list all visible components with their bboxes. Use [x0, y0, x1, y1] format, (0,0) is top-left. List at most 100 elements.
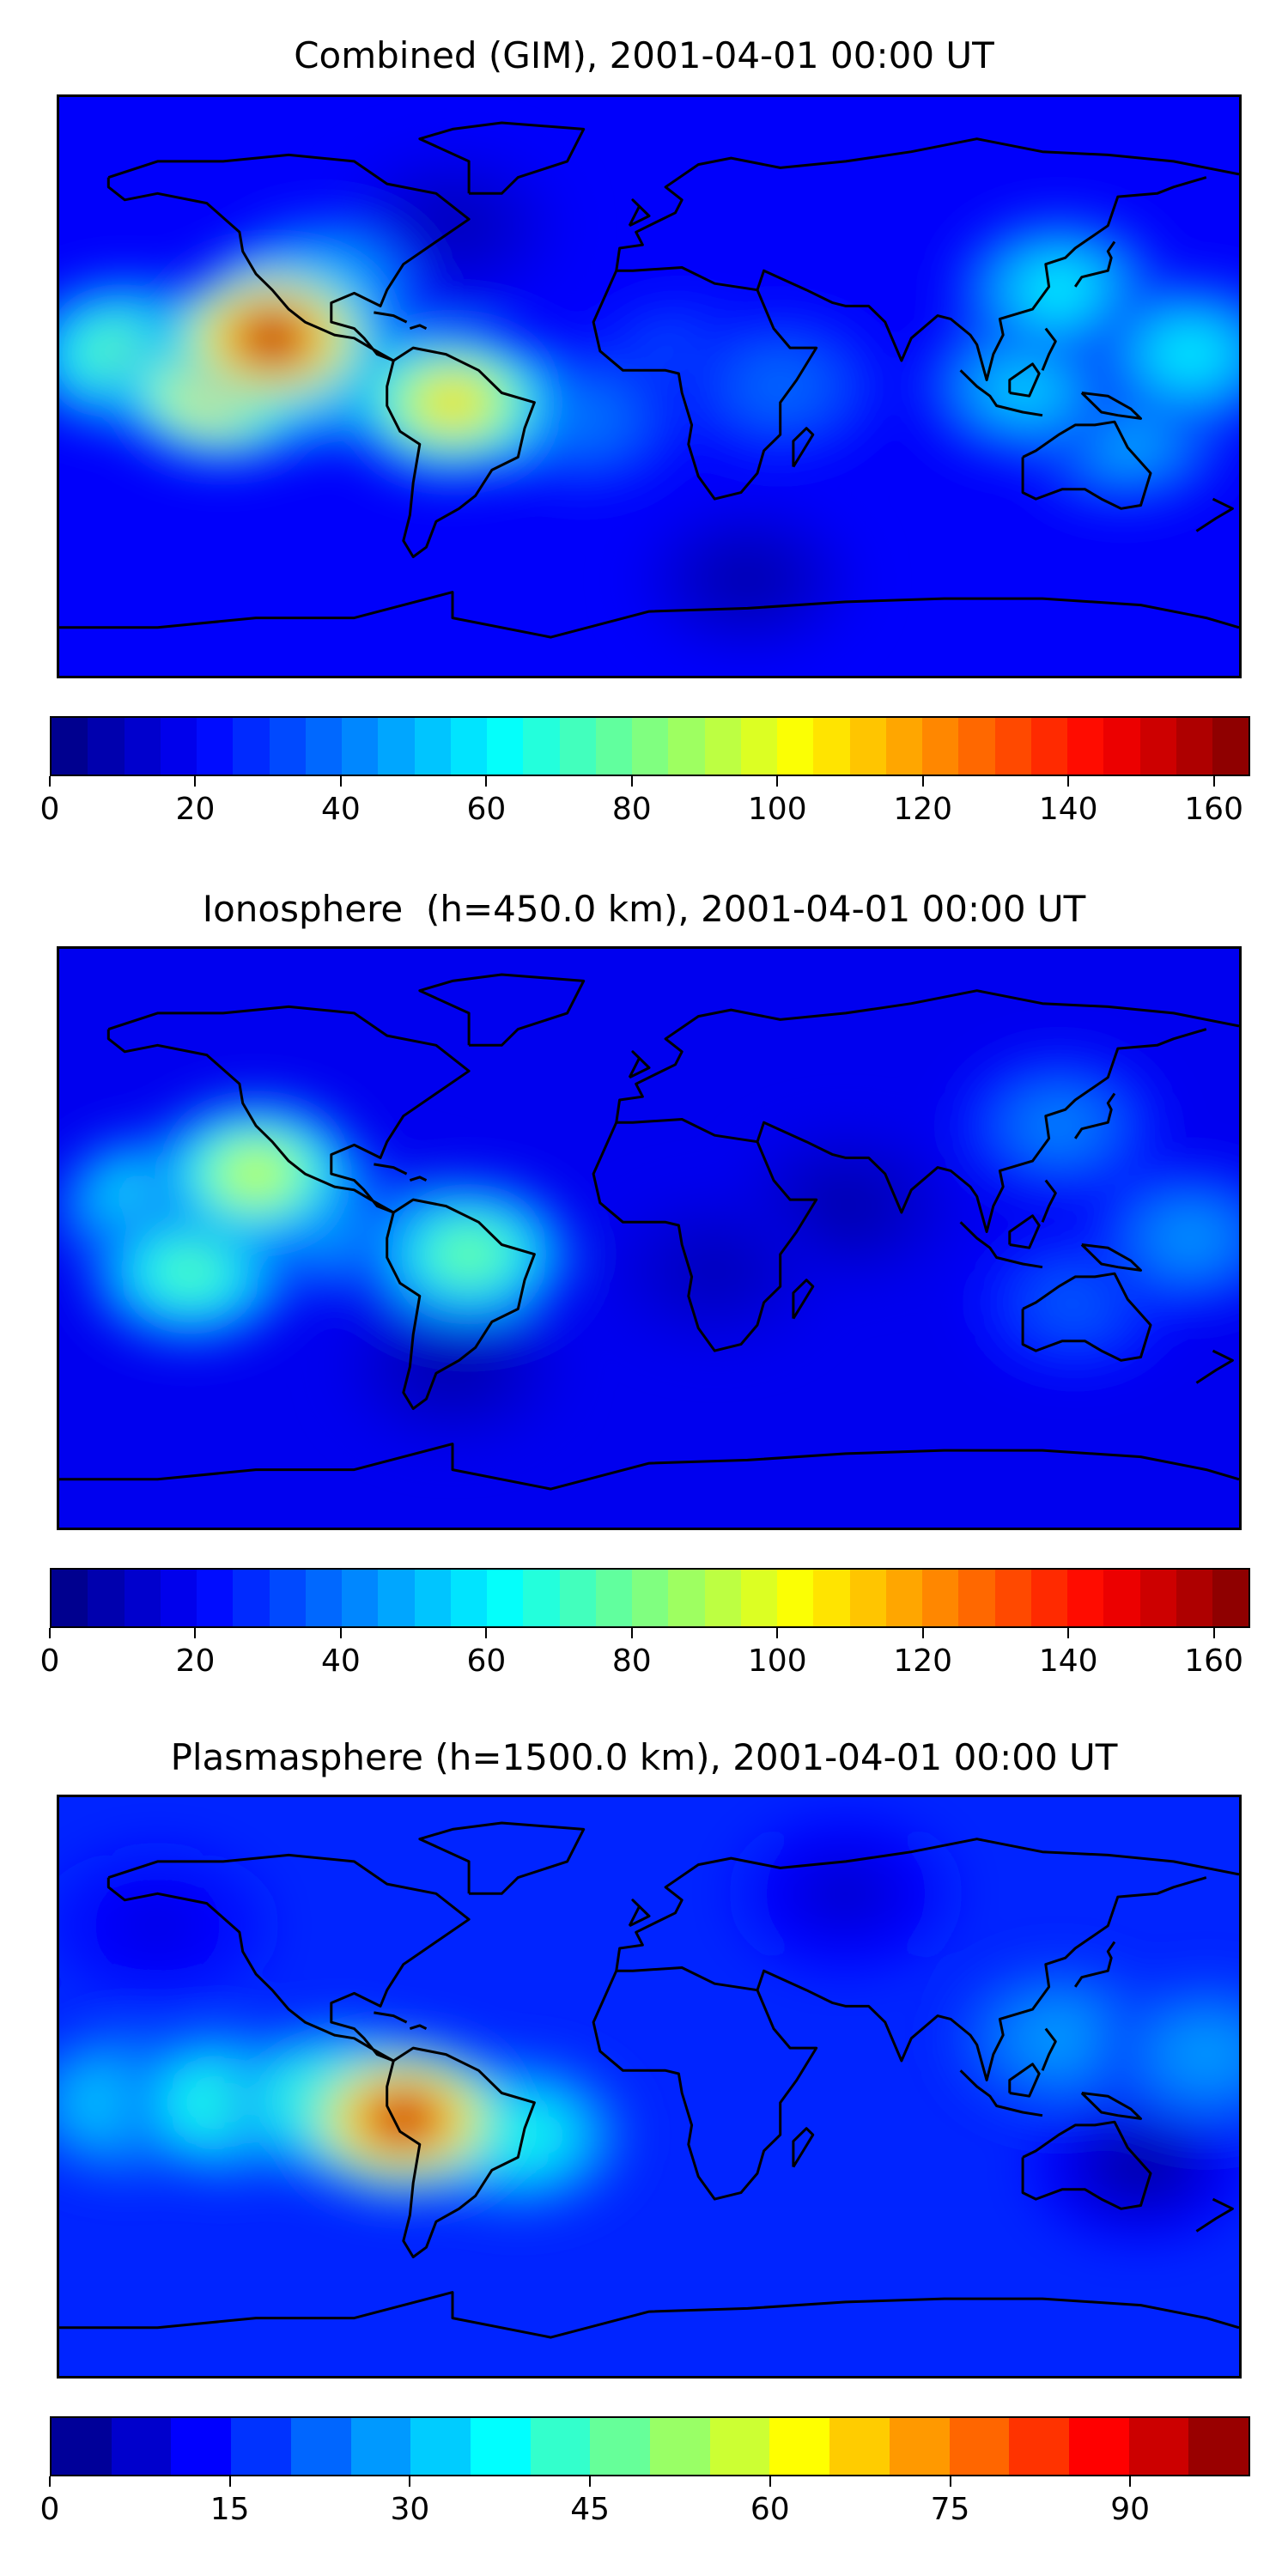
- colorbar-segment: [668, 718, 705, 775]
- colorbar-tick: [630, 1628, 633, 1638]
- heatmap-feature: [993, 363, 1059, 410]
- coastline: [792, 2127, 815, 2168]
- colorbar: [50, 1568, 1250, 1628]
- colorbar-segment: [450, 1570, 487, 1626]
- colorbar-segment: [197, 718, 234, 775]
- colorbar-segment: [704, 1570, 741, 1626]
- coastline: [756, 1876, 1207, 2081]
- colorbar-segment: [668, 1570, 705, 1626]
- colorbar-tick-label: 80: [611, 1643, 652, 1679]
- colorbar-segment: [813, 718, 850, 775]
- coastline: [792, 427, 815, 468]
- colorbar-tick: [228, 2476, 231, 2487]
- colorbar-segment: [777, 718, 814, 775]
- coastline: [1073, 240, 1116, 288]
- coastline: [1080, 1243, 1142, 1272]
- coastline: [106, 1005, 471, 1214]
- colorbar-segment: [632, 1570, 669, 1626]
- chart-title: Plasmasphere (h=1500.0 km), 2001-04-01 0…: [170, 1736, 1118, 1778]
- coastline: [418, 121, 586, 195]
- colorbar-segment: [523, 1570, 560, 1626]
- coastline: [959, 1221, 1043, 1269]
- chart-title: Ionosphere (h=450.0 km), 2001-04-01 00:0…: [202, 888, 1086, 930]
- heatmap-feature: [813, 1183, 878, 1229]
- colorbar-segment: [52, 2418, 112, 2475]
- colorbar-tick: [1067, 776, 1070, 787]
- heatmap-feature: [748, 363, 813, 410]
- colorbar-segment: [590, 2418, 651, 2475]
- heatmap-feature: [1174, 2032, 1239, 2077]
- coastline: [374, 311, 408, 324]
- colorbar-segment: [197, 1570, 234, 1626]
- colorbar-segment: [889, 2418, 950, 2475]
- heatmap-feature: [1157, 1215, 1223, 1261]
- colorbar-segment: [813, 1570, 850, 1626]
- colorbar-segment: [487, 718, 524, 775]
- colorbar-tick: [339, 776, 342, 787]
- colorbar-segment: [378, 718, 415, 775]
- colorbar-segment: [171, 2418, 232, 2475]
- heatmap-feature: [436, 1231, 501, 1277]
- colorbar-tick: [194, 1628, 197, 1638]
- colorbar-segment: [305, 718, 342, 775]
- coastline: [615, 137, 1239, 271]
- coastline: [615, 989, 1239, 1123]
- colorbar-segment: [269, 1570, 306, 1626]
- heatmap-feature: [1026, 1103, 1091, 1149]
- colorbar-tick-label: 120: [893, 1643, 953, 1679]
- heatmap-feature: [1042, 1279, 1108, 1326]
- coastline: [1008, 362, 1041, 398]
- colorbar-segment: [595, 1570, 632, 1626]
- coastline: [1073, 1092, 1116, 1139]
- colorbar-ticks: 0 20 40 60 80 100 120 140 160: [40, 1628, 1250, 1679]
- colorbar-tick: [49, 776, 51, 787]
- colorbar-segment: [450, 718, 487, 775]
- coastline: [386, 2046, 536, 2258]
- colorbar-tick-label: 0: [39, 792, 60, 827]
- colorbar-tick: [339, 1628, 342, 1638]
- colorbar-segment: [290, 2418, 351, 2475]
- colorbar-tick: [921, 1628, 924, 1638]
- colorbar-segment: [342, 718, 379, 775]
- coastline: [1021, 420, 1152, 510]
- colorbar-segment: [523, 718, 560, 775]
- colorbar-segment: [559, 1570, 596, 1626]
- coastlines: [59, 1821, 1239, 2339]
- coastline: [374, 1163, 408, 1176]
- coastlines: [59, 121, 1239, 639]
- colorbar-segment: [1128, 2418, 1189, 2475]
- colorbar-segment: [88, 718, 125, 775]
- colorbar-tick-label: 0: [39, 2492, 60, 2527]
- colorbar-segment: [52, 1570, 88, 1626]
- colorbar-segment: [1103, 718, 1140, 775]
- colorbar-tick-label: 140: [1038, 792, 1098, 827]
- colorbar-segment: [849, 718, 886, 775]
- colorbar-segment: [269, 718, 306, 775]
- coastline: [1041, 1179, 1057, 1223]
- colorbar-tick: [194, 776, 197, 787]
- coastline: [418, 973, 586, 1047]
- coastline: [959, 369, 1043, 417]
- colorbar-segment: [740, 718, 777, 775]
- colorbar-segment: [740, 1570, 777, 1626]
- heatmap-map: [57, 1795, 1242, 2379]
- colorbar-segment: [160, 718, 197, 775]
- coastline: [592, 266, 818, 501]
- colorbar-segment: [530, 2418, 591, 2475]
- colorbar-segment: [111, 2418, 172, 2475]
- colorbar-segment: [1067, 1570, 1104, 1626]
- heatmap-feature: [1109, 2144, 1173, 2190]
- colorbar-segment: [305, 1570, 342, 1626]
- colorbar-segment: [231, 2418, 291, 2475]
- colorbar-segment: [88, 1570, 125, 1626]
- heatmap-feature: [1157, 331, 1223, 377]
- colorbar-segment: [160, 1570, 197, 1626]
- colorbar-tick-label: 20: [175, 1643, 216, 1679]
- colorbar-tick: [776, 1628, 779, 1638]
- colorbar-segment: [487, 1570, 524, 1626]
- colorbar: [50, 2416, 1250, 2476]
- coastline: [409, 2024, 428, 2031]
- colorbar-tick-label: 75: [930, 2492, 970, 2527]
- colorbar-segment: [233, 1570, 270, 1626]
- colorbar-tick: [1212, 776, 1215, 787]
